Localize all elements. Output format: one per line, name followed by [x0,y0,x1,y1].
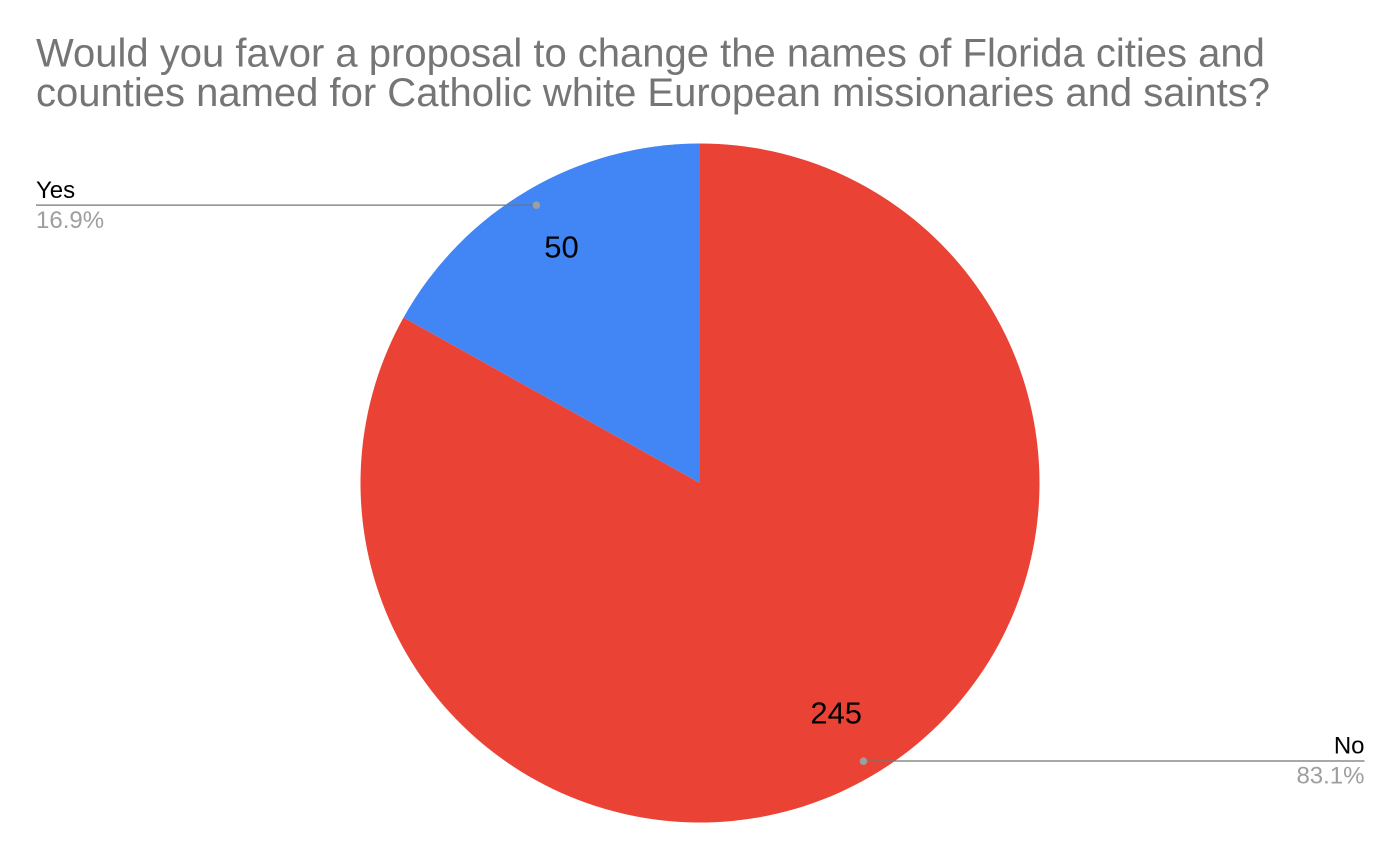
svg-text:No: No [1334,732,1365,759]
svg-text:Would you favor a proposal to: Would you favor a proposal to change the… [36,32,1265,76]
svg-text:Yes: Yes [36,177,75,204]
svg-text:counties named for Catholic wh: counties named for Catholic white Europe… [36,71,1270,115]
svg-text:245: 245 [810,696,862,731]
svg-text:50: 50 [544,230,578,265]
svg-text:16.9%: 16.9% [36,207,104,234]
svg-text:83.1%: 83.1% [1296,762,1364,789]
